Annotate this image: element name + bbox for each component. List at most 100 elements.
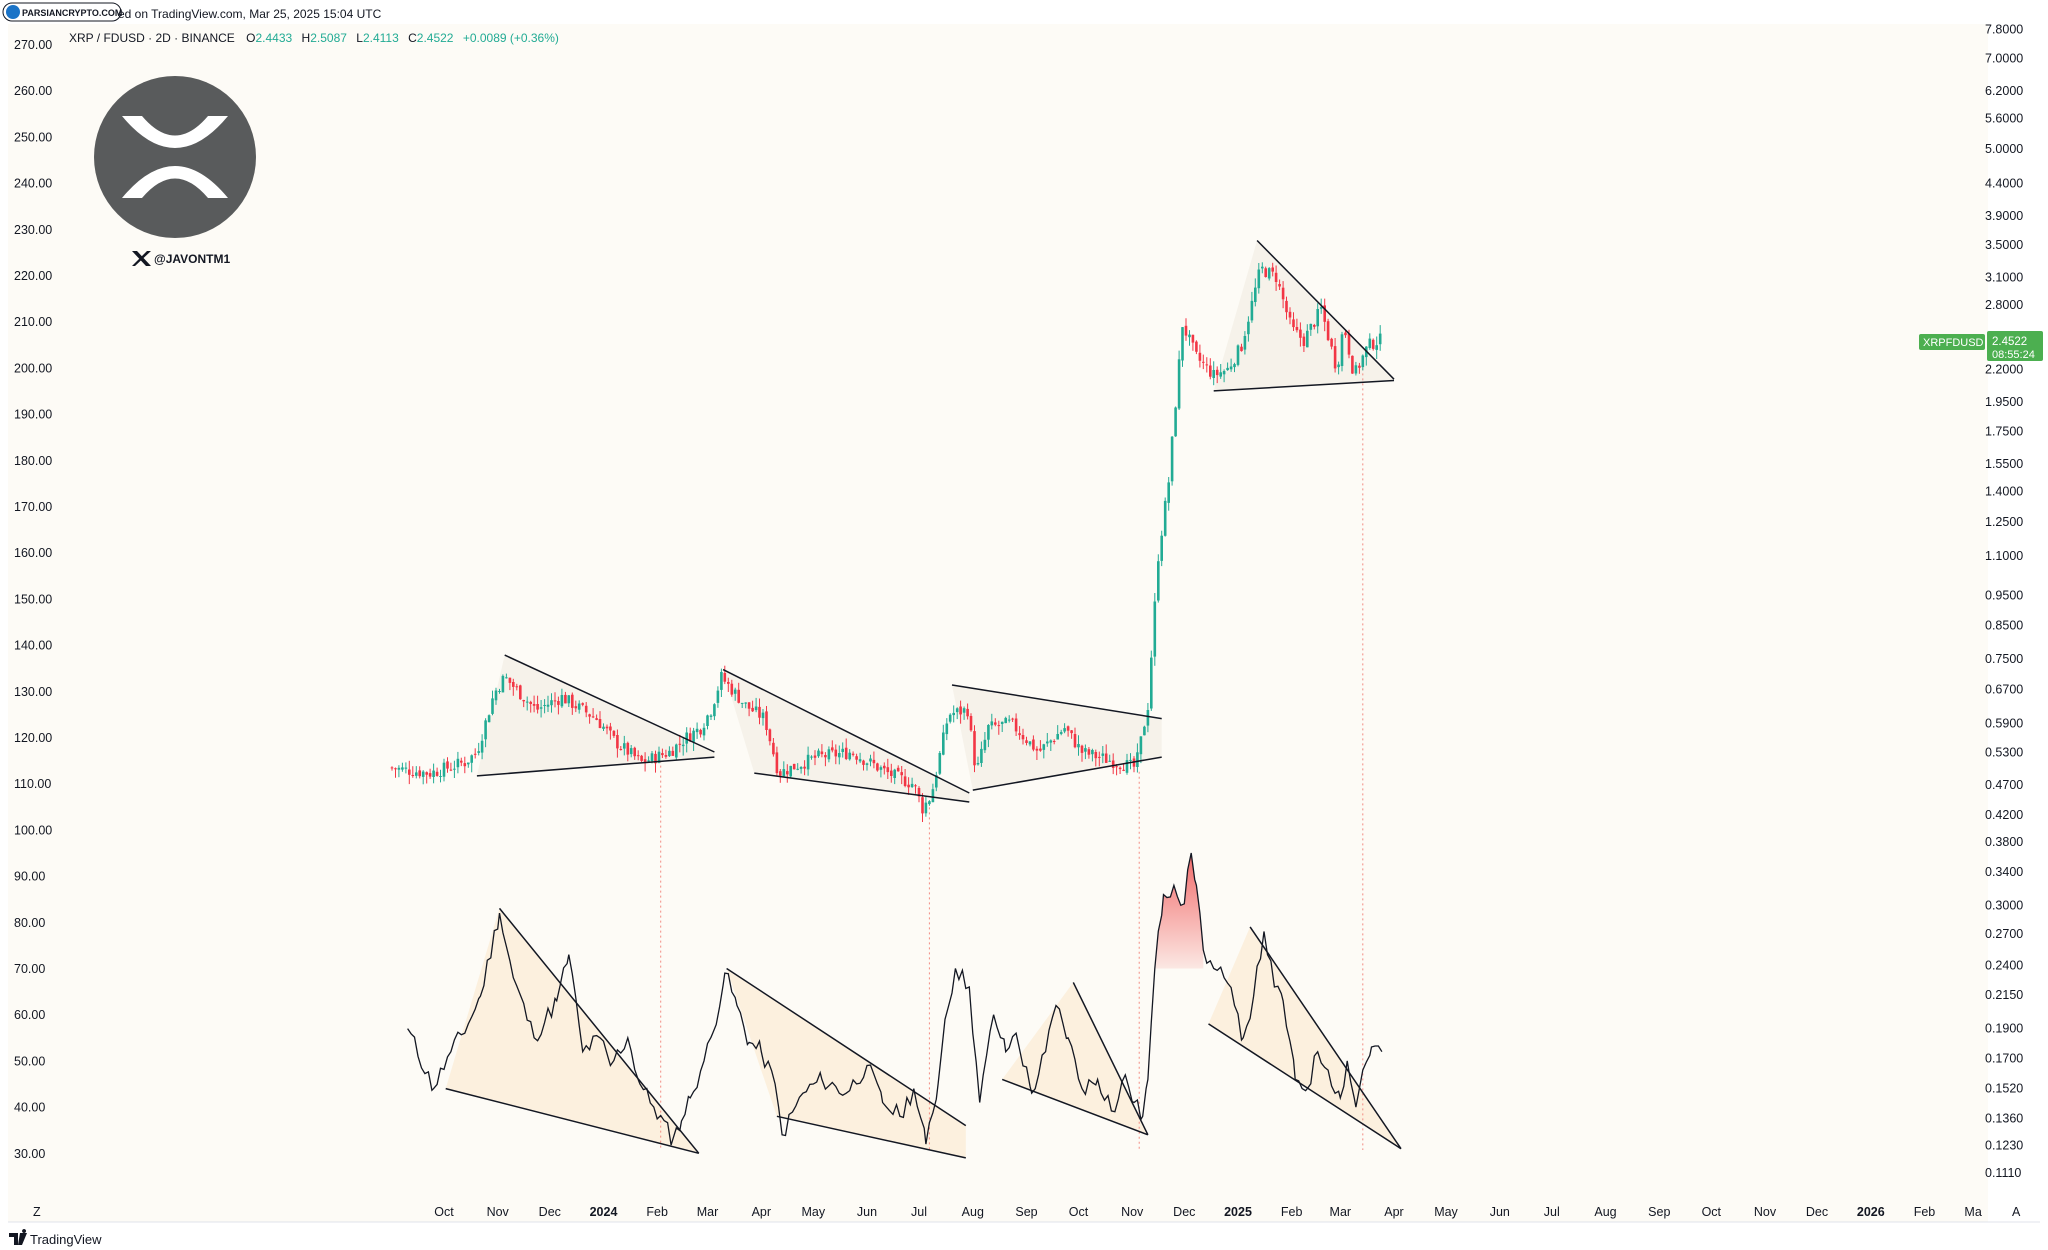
- candle-body: [487, 715, 491, 723]
- x-tick-label: 2024: [590, 1205, 618, 1219]
- candle-body: [1087, 749, 1091, 755]
- price-tag-symbol-box: [1919, 334, 1985, 350]
- right-tick-label: 0.4200: [1985, 808, 2023, 822]
- candle-body: [1108, 760, 1111, 762]
- trend-line[interactable]: [1072, 982, 1149, 1136]
- candle-body: [935, 775, 938, 788]
- candle-body: [560, 695, 564, 707]
- candle-body: [1351, 355, 1354, 374]
- watermark-text: PARSIANCRYPTO.COM: [22, 8, 122, 18]
- trend-line[interactable]: [1213, 379, 1395, 392]
- right-marker[interactable]: A: [2012, 1205, 2021, 1219]
- dotted-guides: [660, 368, 1364, 1150]
- trend-line[interactable]: [972, 756, 1162, 791]
- candle-body: [706, 715, 709, 726]
- candle-body: [577, 703, 581, 710]
- trend-line[interactable]: [776, 1115, 966, 1159]
- candle-body: [515, 686, 519, 688]
- o-value: 2.4433: [256, 31, 293, 45]
- candle-body: [1035, 748, 1039, 751]
- candle-body: [799, 767, 803, 769]
- candle-body: [619, 749, 623, 750]
- x-tick-label: May: [1434, 1205, 1458, 1219]
- trend-line[interactable]: [504, 654, 715, 753]
- candle-body: [636, 755, 640, 757]
- candle-body: [1046, 741, 1049, 744]
- x-tick-label: Jun: [857, 1205, 877, 1219]
- candle-body: [761, 712, 765, 719]
- trend-line[interactable]: [1208, 1023, 1402, 1150]
- trend-line[interactable]: [754, 772, 970, 803]
- candle-body: [539, 707, 543, 709]
- x-tick-label: Apr: [752, 1205, 771, 1219]
- candle-body: [723, 673, 727, 682]
- left-marker[interactable]: Z: [33, 1205, 41, 1219]
- candle-body: [848, 752, 851, 760]
- x-tick-label: Nov: [487, 1205, 510, 1219]
- right-tick-label: 0.3400: [1985, 865, 2023, 879]
- candle-body: [1191, 334, 1195, 343]
- candle-body: [668, 750, 671, 757]
- right-tick-label: 1.9500: [1985, 395, 2023, 409]
- right-tick-label: 1.5500: [1985, 457, 2023, 471]
- trend-line[interactable]: [498, 907, 700, 1154]
- candle-body: [623, 743, 626, 749]
- candle-body: [640, 755, 643, 761]
- right-tick-label: 0.4700: [1985, 778, 2023, 792]
- candle-body: [834, 749, 838, 757]
- x-tick-label: Dec: [1806, 1205, 1828, 1219]
- candle-body: [473, 753, 477, 755]
- trend-line[interactable]: [1249, 926, 1402, 1150]
- trend-line[interactable]: [726, 967, 967, 1127]
- candle-body: [1333, 346, 1337, 369]
- candle-body: [959, 706, 962, 715]
- trend-line[interactable]: [476, 756, 715, 777]
- candle-body: [1354, 365, 1358, 374]
- candle-body: [1028, 741, 1032, 745]
- candle-body: [917, 788, 921, 797]
- trend-line[interactable]: [722, 668, 970, 794]
- pattern-fill: [723, 669, 970, 802]
- xrp-logo-circle: [94, 76, 256, 238]
- right-tick-label: 2.2000: [1985, 363, 2023, 377]
- candle-body: [1247, 321, 1250, 335]
- x-tick-label: Mar: [697, 1205, 719, 1219]
- candle-body: [1170, 436, 1174, 482]
- x-tick-label: Nov: [1754, 1205, 1777, 1219]
- x-tick-label: Feb: [1281, 1205, 1303, 1219]
- candle-body: [664, 755, 668, 757]
- candle-body: [1181, 327, 1184, 361]
- x-tick-label: Aug: [962, 1205, 984, 1219]
- x-tick-label: Dec: [1173, 1205, 1195, 1219]
- candle-body: [775, 752, 779, 774]
- candle-body: [1011, 718, 1014, 720]
- candle-body: [681, 744, 685, 747]
- candle-body: [550, 700, 553, 706]
- candle-body: [442, 762, 446, 777]
- right-tick-label: 0.3800: [1985, 835, 2023, 849]
- rsi-overbought-fill: [1154, 853, 1204, 969]
- candle-body: [779, 771, 782, 776]
- x-tick-label: Nov: [1121, 1205, 1144, 1219]
- candle-body: [480, 740, 484, 753]
- trend-line[interactable]: [1256, 239, 1395, 380]
- candle-body: [1188, 334, 1191, 338]
- right-tick-label: 0.5300: [1985, 746, 2023, 760]
- candle-body: [838, 753, 841, 758]
- candle-body: [1288, 311, 1292, 318]
- x-tick-label: Feb: [1914, 1205, 1936, 1219]
- candle-body: [792, 763, 796, 770]
- x-tick-label: Feb: [646, 1205, 668, 1219]
- candle-body: [494, 690, 498, 701]
- candle-body: [1205, 364, 1209, 366]
- candle-body: [1323, 305, 1326, 322]
- candle-body: [411, 775, 415, 776]
- candle-body: [435, 771, 439, 776]
- trend-line[interactable]: [445, 1087, 699, 1155]
- pattern-fill: [476, 655, 715, 776]
- trend-line[interactable]: [1001, 1078, 1149, 1136]
- left-tick-label: 180.00: [14, 454, 52, 468]
- trend-line[interactable]: [951, 684, 1162, 720]
- candle-body: [1330, 338, 1333, 347]
